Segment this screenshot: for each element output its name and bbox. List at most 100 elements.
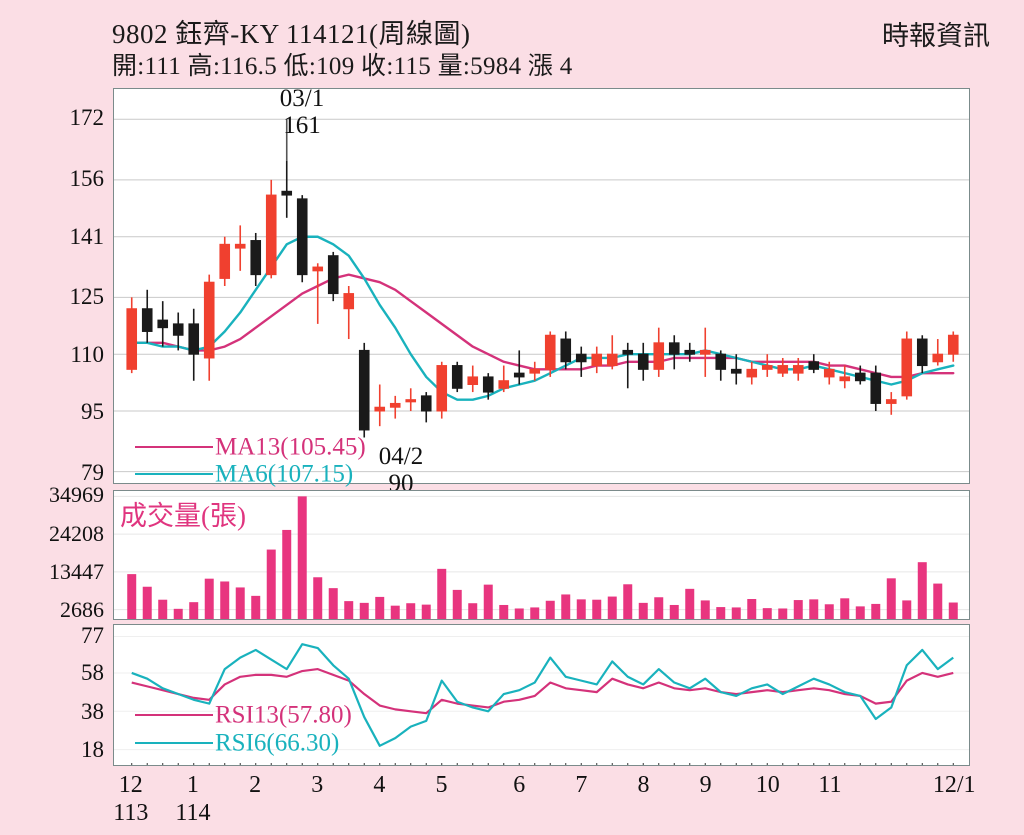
volume-bar [793,600,803,619]
candle-body [792,365,804,374]
volume-y-tick: 24208 [49,520,104,546]
volume-y-tick: 13447 [49,559,104,585]
candle-body [529,368,541,374]
volume-bar [824,604,834,619]
candle [560,331,572,370]
ma13-label: MA13(105.45) [215,433,366,461]
candle-body [203,281,215,359]
candle [591,346,603,374]
price-chart-panel[interactable] [113,88,970,484]
x-axis-year: 114 [175,800,211,826]
candle-body [606,353,618,367]
candle [327,251,339,302]
rsi6-line [131,643,954,747]
candle-body [885,399,897,404]
candle-body [265,194,277,276]
volume-bar [592,599,602,619]
candle [157,301,169,347]
low-annotation-date: 04/2 [378,443,424,470]
candle-body [746,368,758,378]
candle [544,331,556,377]
volume-y-tick: 2686 [60,597,104,623]
candle-body [482,376,494,393]
candle [498,365,510,393]
candle-body [947,334,959,355]
volume-bar [313,577,323,619]
candle-body [808,361,820,370]
volume-bar [576,599,586,619]
candle-body [126,308,138,370]
candle [312,263,324,324]
volume-bar [220,581,230,619]
candle [606,335,618,370]
volume-bar [375,596,385,619]
candle [668,335,680,370]
candle [808,354,820,374]
volume-bar [902,600,912,619]
rsi-chart-canvas [114,636,969,765]
volume-bar [871,603,881,619]
price-y-tick: 156 [69,166,105,192]
volume-bar [886,578,896,619]
rsi-y-tick: 18 [81,737,104,763]
x-axis-tick: 4 [373,772,386,798]
candle-body [296,198,308,276]
volume-bar [638,602,648,619]
rsi6-label: RSI6(66.30) [215,729,340,757]
candle-body [839,376,851,382]
candle-body [684,349,696,355]
candle-body [901,338,913,397]
candle [374,384,386,427]
volume-bar [452,589,462,619]
candle-body [854,372,866,382]
candle [792,357,804,381]
x-axis-tick: 10 [755,772,780,798]
volume-bar [917,562,927,619]
x-axis-tick: 9 [699,772,712,798]
candle-body [560,338,572,363]
candle [715,350,727,381]
volume-bar [809,599,819,619]
candle-body [622,349,634,355]
rsi-y-tick: 58 [81,659,104,685]
candle-body [343,293,355,310]
candle [219,236,231,286]
candle-body [777,365,789,374]
volume-chart-panel[interactable] [113,490,970,620]
x-axis-year: 113 [113,800,149,826]
rsi-chart-panel[interactable] [113,624,970,766]
x-axis-tick: 6 [513,772,526,798]
candle-body [172,323,184,336]
volume-bar [700,600,710,619]
candle [172,312,184,351]
candle-body [250,240,262,276]
volume-bar [189,602,199,619]
candle-body [420,395,432,412]
volume-bar [762,608,772,619]
rsi13-line [131,668,954,715]
volume-bar [266,549,276,619]
candle [358,342,370,438]
volume-bar [127,574,137,619]
volume-bar [607,596,617,619]
candle-body [730,368,742,374]
rsi13-label: RSI13(57.80) [215,701,352,729]
ma6-swatch [135,473,213,476]
price-y-tick: 79 [81,459,104,485]
volume-title: 成交量(張) [120,501,246,531]
candle [436,361,448,419]
volume-bar [669,604,679,619]
rsi6-legend: RSI6(66.30) [135,728,339,757]
candle-body [374,406,386,412]
rsi6-swatch [135,742,213,745]
ma6-label: MA6(107.15) [215,460,354,488]
page-title: 9802 鈺齊-KY 114121(周線圖) [112,19,471,49]
price-y-tick: 141 [69,223,105,249]
volume-bar [204,578,214,619]
volume-bar [359,602,369,619]
volume-bar [933,583,943,619]
volume-bar [747,599,757,619]
candle [777,357,789,377]
candle [420,392,432,423]
candle [389,395,401,419]
